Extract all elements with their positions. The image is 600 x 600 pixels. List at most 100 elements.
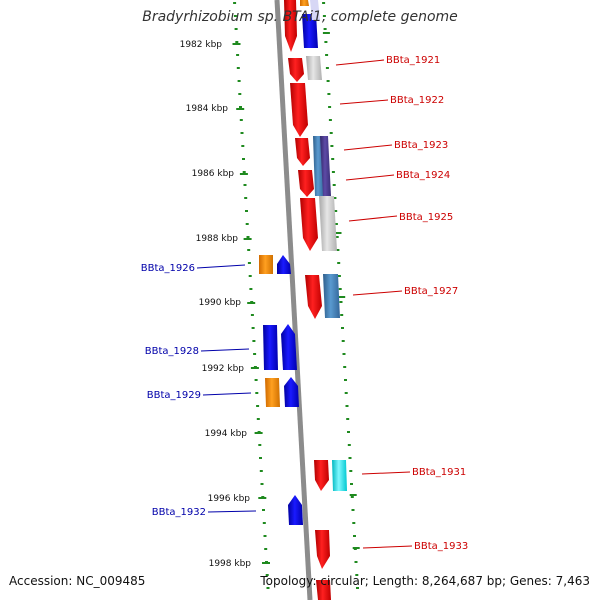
right-gene-labels: BBta_1921 BBta_1922 BBta_1923 BBta_1924 … [335,55,468,552]
tick-dot [333,197,337,199]
gene-arrow[interactable] [300,0,309,6]
tick-dot [348,457,352,459]
major-tick [239,173,248,175]
tick-dot [256,418,260,420]
gene-label-right[interactable]: BBta_1931 [412,467,466,478]
tick-dot [334,210,338,212]
gene-label-right[interactable]: BBta_1923 [394,140,448,151]
gene-arrow[interactable] [300,198,318,251]
tick-dot [238,93,242,95]
tick-dot [237,80,241,82]
tick-dot [236,54,240,56]
major-tick [236,108,245,110]
tick-dot [343,366,347,368]
kbp-label: 1982 kbp [180,40,223,50]
tick-dot [265,574,269,576]
tick-dot [327,93,331,95]
major-tick [243,238,252,240]
accession-text: Accession: NC_009485 [9,574,146,588]
tick-dot [330,145,334,147]
gene-arrow[interactable] [306,56,322,80]
tick-dot [236,67,240,69]
gene-arrow[interactable] [263,325,278,370]
kbp-label: 1992 kbp [202,364,245,374]
tick-dot [325,67,329,69]
gene-arrow[interactable] [319,196,337,251]
tick-dot [239,106,242,108]
gene-arrow[interactable] [295,138,310,166]
tick-dot [325,54,329,56]
gene-arrow[interactable] [284,377,299,407]
tick-dot [264,548,268,550]
tick-dot [233,2,237,4]
gene-arrow[interactable] [310,0,320,20]
gene-arrow[interactable] [290,83,308,137]
gene-arrow[interactable] [323,274,340,318]
gene-arrow[interactable] [320,136,331,196]
gene-arrow[interactable] [265,378,280,407]
tick-dot [336,249,340,251]
gene-arrow[interactable] [288,495,303,525]
gene-arrow[interactable] [288,58,304,82]
gene-arrow[interactable] [316,580,331,600]
gene-arrow[interactable] [284,0,297,52]
tick-dot [338,288,342,290]
gene-label-right[interactable]: BBta_1925 [399,212,453,223]
tick-dot [337,275,341,277]
major-tick [232,43,241,45]
gene-label-left[interactable]: BBta_1928 [145,346,199,357]
gene-arrow[interactable] [298,170,314,197]
gene-label-right[interactable]: BBta_1933 [414,541,468,552]
tick-dot [240,132,244,134]
gene-arrow[interactable] [281,324,297,370]
tick-dot [322,2,326,4]
minor-tick [334,232,342,234]
kbp-label: 1998 kbp [209,559,252,569]
tick-dot [354,561,358,563]
genome-title: Bradyrhizobium sp. BTAi1, complete genom… [142,9,458,25]
gene-label-left[interactable]: BBta_1926 [141,263,195,274]
tick-dot [324,41,328,43]
gene-arrow[interactable] [314,460,329,491]
tick-dot [239,119,243,121]
gene-label-right[interactable]: BBta_1924 [396,170,450,181]
topology-text: Topology: circular; Length: 8,264,687 bp… [260,574,590,588]
minor-tick [322,32,330,34]
gene-arrow[interactable] [277,255,291,274]
minor-tick [349,494,357,496]
tick-dot [266,587,270,589]
tick-dot [347,431,350,433]
gene-arrow[interactable] [259,255,273,274]
tick-dot [247,262,251,264]
gene-arrow[interactable] [302,14,318,48]
tick-dot [328,119,332,121]
major-tick [258,497,267,499]
tick-dot [256,405,260,407]
gene-label-left[interactable]: BBta_1929 [147,390,201,401]
gene-arrow[interactable] [305,275,322,319]
tick-dot [329,132,333,134]
tick-dot [334,223,338,225]
tick-dot [346,418,350,420]
tick-dot [337,262,341,264]
tick-dot [341,340,345,342]
gene-label-left[interactable]: BBta_1932 [152,507,206,518]
gene-arrow[interactable] [332,460,347,491]
tick-dot [259,470,263,472]
tick-dot [246,236,250,238]
genes-reverse-strand [259,255,303,525]
kbp-labels: 1982 kbp 1984 kbp 1986 kbp 1988 kbp 1990… [180,40,252,569]
gene-arrow[interactable] [315,530,330,569]
kbp-label: 1988 kbp [196,234,239,244]
kbp-label: 1994 kbp [205,429,248,439]
tick-dot [322,15,326,17]
tick-dot [252,340,256,342]
tick-dot [245,210,248,212]
gene-label-right[interactable]: BBta_1921 [386,55,440,66]
tick-dot [347,444,351,446]
tick-dot [249,288,253,290]
gene-label-right[interactable]: BBta_1922 [390,95,444,106]
gene-label-right[interactable]: BBta_1927 [404,286,458,297]
